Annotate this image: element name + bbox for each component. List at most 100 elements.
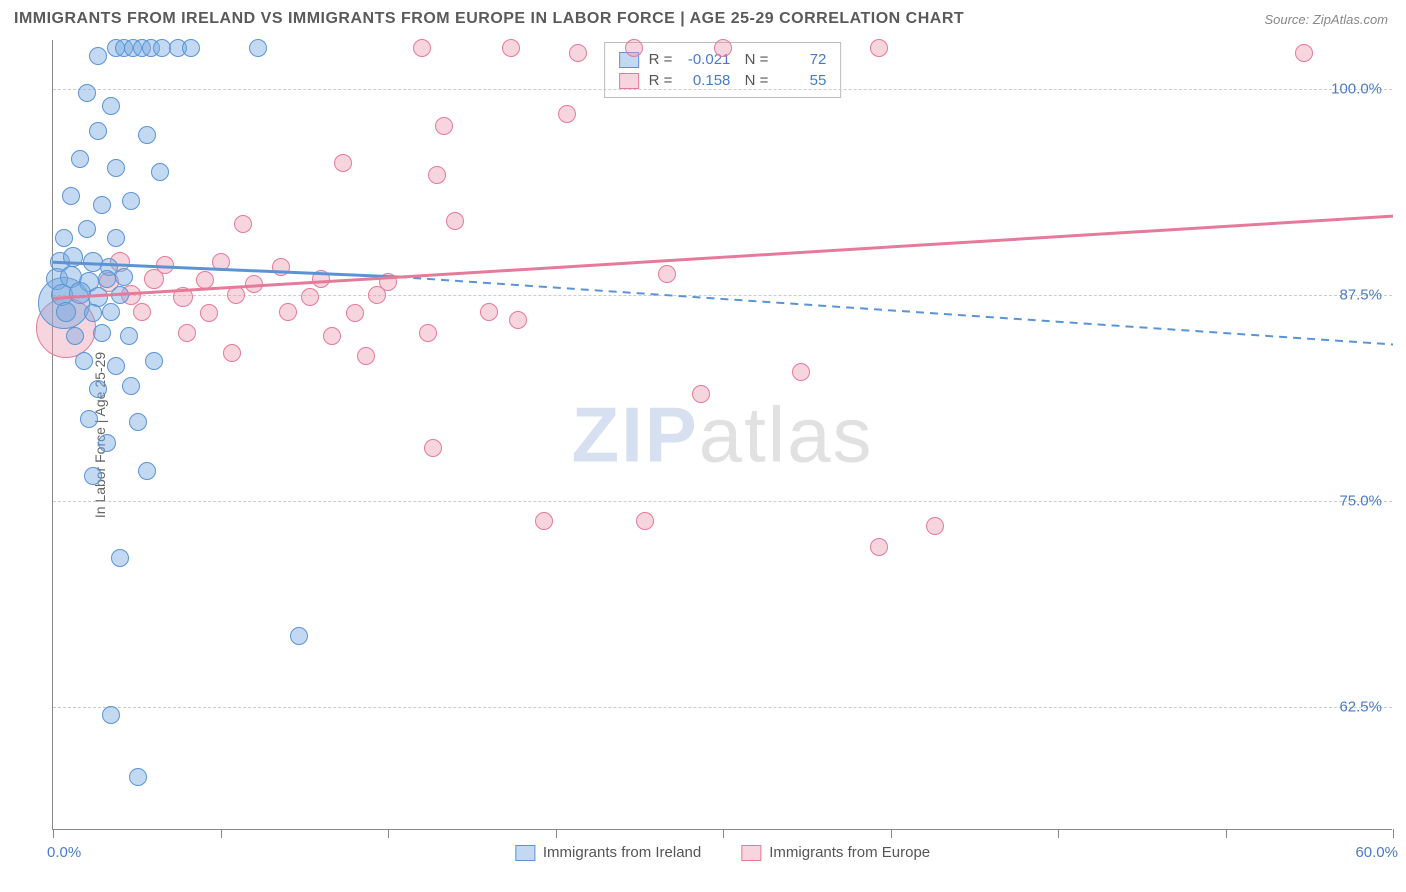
data-point-ireland	[107, 229, 125, 247]
data-point-ireland	[56, 302, 76, 322]
data-point-europe	[178, 324, 196, 342]
legend-row-europe: R = 0.158 N = 55	[619, 70, 827, 91]
data-point-europe	[636, 512, 654, 530]
data-point-europe	[428, 166, 446, 184]
data-point-europe	[323, 327, 341, 345]
data-point-europe	[558, 105, 576, 123]
data-point-europe	[419, 324, 437, 342]
data-point-europe	[509, 311, 527, 329]
data-point-ireland	[120, 327, 138, 345]
data-point-ireland	[111, 286, 129, 304]
data-point-ireland	[107, 159, 125, 177]
data-point-ireland	[78, 220, 96, 238]
plot-area: ZIPatlas In Labor Force | Age 25-29 0.0%…	[52, 40, 1392, 830]
data-point-ireland	[93, 196, 111, 214]
x-axis-max-label: 60.0%	[1355, 844, 1398, 861]
x-axis-min-label: 0.0%	[47, 844, 81, 861]
data-point-ireland	[102, 706, 120, 724]
data-point-ireland	[66, 327, 84, 345]
gridline	[53, 89, 1392, 90]
data-point-europe	[279, 303, 297, 321]
data-point-europe	[334, 154, 352, 172]
data-point-ireland	[138, 126, 156, 144]
series-legend-europe: Immigrants from Europe	[741, 844, 930, 861]
data-point-ireland	[145, 352, 163, 370]
data-point-europe	[569, 44, 587, 62]
data-point-europe	[435, 117, 453, 135]
data-point-europe	[714, 39, 732, 57]
data-point-ireland	[129, 413, 147, 431]
data-point-ireland	[80, 410, 98, 428]
data-point-europe	[173, 287, 193, 307]
data-point-ireland	[111, 549, 129, 567]
data-point-ireland	[55, 229, 73, 247]
data-point-ireland	[115, 268, 133, 286]
data-point-europe	[272, 258, 290, 276]
data-point-ireland	[182, 39, 200, 57]
data-point-europe	[368, 286, 386, 304]
data-point-ireland	[102, 97, 120, 115]
data-point-europe	[625, 39, 643, 57]
data-point-ireland	[89, 47, 107, 65]
series-legend-ireland: Immigrants from Ireland	[515, 844, 701, 861]
legend-swatch-pink	[741, 845, 761, 861]
data-point-ireland	[63, 247, 83, 267]
data-point-europe	[502, 39, 520, 57]
x-tick	[891, 829, 892, 838]
data-point-ireland	[75, 352, 93, 370]
legend-r-label: R =	[649, 51, 673, 68]
chart-title: IMMIGRANTS FROM IRELAND VS IMMIGRANTS FR…	[14, 10, 964, 28]
x-tick	[388, 829, 389, 838]
data-point-europe	[480, 303, 498, 321]
data-point-ireland	[129, 768, 147, 786]
data-point-europe	[870, 39, 888, 57]
data-point-ireland	[122, 377, 140, 395]
gridline	[53, 501, 1392, 502]
data-point-ireland	[93, 324, 111, 342]
x-tick	[723, 829, 724, 838]
data-point-europe	[234, 215, 252, 233]
data-point-ireland	[102, 303, 120, 321]
legend-n-label: N =	[740, 72, 768, 89]
data-point-europe	[200, 304, 218, 322]
data-point-europe	[926, 517, 944, 535]
trend-line-ireland-dashed	[399, 277, 1393, 344]
data-point-europe	[870, 538, 888, 556]
data-point-europe	[446, 212, 464, 230]
x-tick	[53, 829, 54, 838]
data-point-ireland	[62, 187, 80, 205]
data-point-europe	[227, 286, 245, 304]
data-point-europe	[196, 271, 214, 289]
legend-swatch-blue	[515, 845, 535, 861]
legend-n-value-blue: 72	[778, 51, 826, 68]
data-point-ireland	[84, 304, 102, 322]
gridline	[53, 295, 1392, 296]
source-attribution: Source: ZipAtlas.com	[1264, 12, 1388, 27]
data-point-europe	[1295, 44, 1313, 62]
y-tick-label: 62.5%	[1339, 698, 1382, 715]
data-point-ireland	[98, 434, 116, 452]
legend-n-value-pink: 55	[778, 72, 826, 89]
data-point-ireland	[122, 192, 140, 210]
series-label-ireland: Immigrants from Ireland	[543, 844, 701, 861]
y-tick-label: 75.0%	[1339, 492, 1382, 509]
data-point-europe	[413, 39, 431, 57]
data-point-europe	[692, 385, 710, 403]
x-tick	[1226, 829, 1227, 838]
data-point-ireland	[84, 467, 102, 485]
legend-n-label: N =	[740, 51, 768, 68]
x-tick	[221, 829, 222, 838]
data-point-europe	[357, 347, 375, 365]
data-point-ireland	[107, 357, 125, 375]
y-tick-label: 87.5%	[1339, 287, 1382, 304]
watermark-part1: ZIP	[571, 390, 698, 478]
gridline	[53, 707, 1392, 708]
trend-lines-svg	[53, 40, 1393, 830]
data-point-europe	[535, 512, 553, 530]
data-point-europe	[312, 270, 330, 288]
watermark: ZIPatlas	[571, 389, 873, 480]
data-point-europe	[424, 439, 442, 457]
legend-r-label: R =	[649, 72, 673, 89]
data-point-ireland	[89, 380, 107, 398]
x-tick	[1393, 829, 1394, 838]
